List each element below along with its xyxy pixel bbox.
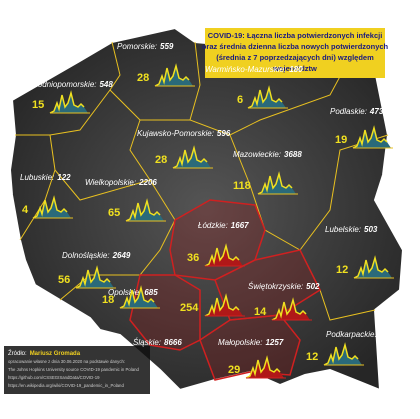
sparkline xyxy=(75,265,111,289)
region-total: 1257 xyxy=(265,338,283,347)
region-name: Mazowieckie: xyxy=(233,150,281,159)
region-name: Wielkopolskie: xyxy=(85,178,136,187)
region-label: Lubuskie: 122 xyxy=(20,173,71,182)
title-line: województw xyxy=(272,64,317,73)
region-average: 65 xyxy=(108,207,120,219)
source-line: https://github.com/CSSEGISandData/COVID-… xyxy=(8,375,100,380)
sparkline xyxy=(172,145,208,169)
source-background xyxy=(4,346,150,394)
region-average: 29 xyxy=(228,364,240,376)
sparkline xyxy=(257,171,293,195)
region-average: 12 xyxy=(336,264,348,276)
region-average: 6 xyxy=(237,94,243,106)
region-total: 685 xyxy=(144,288,158,297)
sparkline xyxy=(204,293,240,317)
title-line: oraz średnia dzienna liczba nowych potwi… xyxy=(202,42,389,51)
title-line: (średnia z 7 poprzedzających dni) względ… xyxy=(216,53,374,62)
source-label: Źródło: xyxy=(8,350,27,357)
region-average: 254 xyxy=(180,302,199,314)
source-line: https://en.wikipedia.org/wiki/COVID-19_p… xyxy=(8,383,124,388)
sparkline xyxy=(119,285,155,309)
region-total: 503 xyxy=(364,225,378,234)
region-total: 180 xyxy=(289,65,303,74)
source-author: Mariusz Gromada xyxy=(30,351,81,357)
region-average: 14 xyxy=(254,306,267,318)
region-average: 4 xyxy=(22,204,29,216)
region-name: Lubuskie: xyxy=(20,173,54,182)
sparkline xyxy=(352,125,388,149)
region-name: Zachodniopomorskie: xyxy=(19,80,96,89)
sparkline xyxy=(204,243,240,267)
region-name: Łódzkie: xyxy=(198,221,228,230)
region-label: Opolskie: 685 xyxy=(108,288,158,297)
region-average: 56 xyxy=(58,274,70,286)
region-label: Wielkopolskie: 2206 xyxy=(85,178,157,187)
sparkline xyxy=(32,195,68,219)
region-name: Podlaskie: xyxy=(330,107,367,116)
region-total: 1667 xyxy=(231,221,249,230)
region-label: Łódzkie: 1667 xyxy=(198,221,249,230)
region-average: 12 xyxy=(306,351,318,363)
region-name: Kujawsko-Pomorskie: xyxy=(137,129,214,138)
region-total: 559 xyxy=(160,42,174,51)
borders xyxy=(15,41,389,321)
region-name: Małopolskie: xyxy=(218,338,262,347)
sparkline xyxy=(247,85,283,109)
title-line: COVID-19: Łączna liczba potwierdzonych i… xyxy=(208,31,383,40)
region-label: Podlaskie: 473 xyxy=(330,107,384,116)
region-name: Warmińsko-Mazurskie: xyxy=(205,65,286,74)
sparkline xyxy=(271,297,307,321)
region-name: Opolskie: xyxy=(108,288,141,297)
region-label: Kujawsko-Pomorskie: 596 xyxy=(137,129,231,138)
region-total: 122 xyxy=(57,173,71,182)
title-background xyxy=(205,28,385,78)
sparkline xyxy=(49,90,85,114)
region-total: 2649 xyxy=(112,251,131,260)
sparkline xyxy=(154,63,190,87)
region-label: Pomorskie: 559 xyxy=(117,42,174,51)
region-name: Śląskie: xyxy=(133,338,161,347)
region-label: Małopolskie: 1257 xyxy=(218,338,284,347)
region-label: Zachodniopomorskie: 548 xyxy=(19,80,113,89)
sparkline xyxy=(323,342,359,366)
region-name: Podkarpackie: xyxy=(326,330,377,339)
region-total: 473 xyxy=(369,107,384,116)
region-total: 2206 xyxy=(138,178,157,187)
region-label: Dolnośląskie: 2649 xyxy=(62,251,131,260)
region-average: 28 xyxy=(137,72,149,84)
source-line: opracowanie własne z dnia 30.06.2020 na … xyxy=(8,359,125,364)
region-name: Lubelskie: xyxy=(325,225,361,234)
region-average: 18 xyxy=(102,294,114,306)
region-average: 118 xyxy=(233,180,251,192)
region-name: Pomorskie: xyxy=(117,42,157,51)
region-average: 19 xyxy=(335,134,347,146)
sparkline xyxy=(353,255,389,279)
region-label: Świętokrzyskie: 502 xyxy=(248,282,320,291)
region-label: Warmińsko-Mazurskie: 180 xyxy=(205,65,303,74)
region-label: Mazowieckie: 3688 xyxy=(233,150,302,159)
region-label: Podkarpackie: 388 xyxy=(326,330,394,339)
region-total: 502 xyxy=(306,282,320,291)
source-line: The Johns Hopkins University source COVI… xyxy=(8,367,139,372)
source-box: Źródło: Mariusz Gromada opracowanie własne… xyxy=(4,346,150,394)
sparkline xyxy=(245,355,281,379)
region-average: 28 xyxy=(155,154,167,166)
region-total: 388 xyxy=(380,330,394,339)
region-total: 548 xyxy=(99,80,113,89)
region-total: 3688 xyxy=(284,150,302,159)
source-title: Źródło: Mariusz Gromada xyxy=(8,350,81,357)
region-label: Śląskie: 8666 xyxy=(133,338,182,347)
region-total: 8666 xyxy=(164,338,182,347)
region-total: 596 xyxy=(217,129,231,138)
region-name: Dolnośląskie: xyxy=(62,251,110,260)
region-average: 36 xyxy=(187,252,199,264)
region-average: 15 xyxy=(32,99,44,111)
region-name: Świętokrzyskie: xyxy=(248,282,303,291)
region-label: Lubelskie: 503 xyxy=(325,225,378,234)
title-box: COVID-19: Łączna liczba potwierdzonych i… xyxy=(202,28,389,78)
sparkline xyxy=(125,198,161,222)
